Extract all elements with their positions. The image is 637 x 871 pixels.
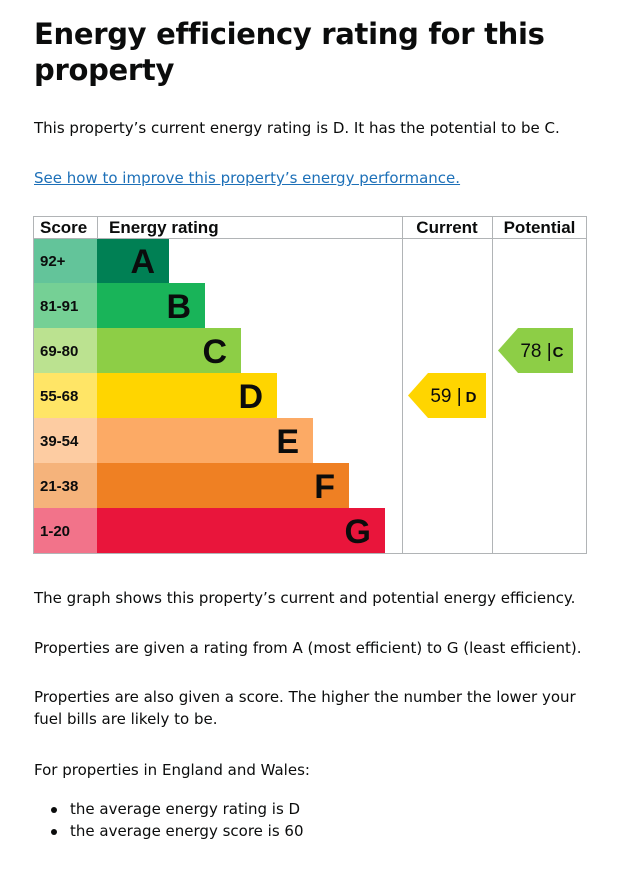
current-arrow <box>408 373 486 418</box>
energy-rating-chart: Score Energy rating Current Potential 92+ A 81… <box>33 216 587 554</box>
potential-score: 78 | <box>520 341 551 362</box>
average-score-item: the average energy score is 60 <box>51 822 304 840</box>
rating-explanation: Properties are given a rating from A (mo… <box>34 639 582 657</box>
score-label-f: 21-38 <box>40 478 78 495</box>
score-cell-a <box>33 238 97 283</box>
rating-bar-e <box>97 418 313 463</box>
rating-letter-b: B <box>166 288 191 326</box>
rating-bar-a <box>97 238 169 283</box>
rating-letter-g: G <box>345 513 371 551</box>
score-cell-b <box>33 283 97 328</box>
score-label-a: 92+ <box>40 253 66 270</box>
region-text: For properties in England and Wales: <box>34 761 310 779</box>
energy-rating-graph: Score Energy rating Current Potential 92+ A 81… <box>33 216 587 554</box>
score-label-c: 69-80 <box>40 343 78 360</box>
intro-text: This property’s current energy rating is… <box>34 119 560 137</box>
header-score: Score <box>40 218 87 237</box>
rating-bar-d <box>97 373 277 418</box>
rating-letter-d: D <box>238 378 263 416</box>
score-cell-c <box>33 328 97 373</box>
rating-letter-f: F <box>314 468 335 506</box>
score-label-d: 55-68 <box>40 388 78 405</box>
header-potential: Potential <box>504 218 576 237</box>
rating-bar-g <box>97 508 385 553</box>
average-rating-item: the average energy rating is D <box>51 798 304 820</box>
score-cell-d <box>33 373 97 418</box>
header-current: Current <box>416 218 478 237</box>
score-label-e: 39-54 <box>40 433 79 450</box>
page-title: Energy efficiency rating for this proper… <box>34 17 545 87</box>
header-energy-rating: Energy rating <box>109 218 219 237</box>
score-label-b: 81-91 <box>40 298 78 315</box>
rating-bar-f <box>97 463 349 508</box>
improve-energy-link[interactable]: See how to improve this property’s energ… <box>34 169 461 187</box>
current-score: 59 | <box>430 386 461 407</box>
graph-explanation: The graph shows this property’s current … <box>34 589 576 607</box>
score-cell-g <box>33 508 97 553</box>
chart-border <box>33 216 587 554</box>
score-label-g: 1-20 <box>40 523 70 540</box>
rating-bar-c <box>97 328 241 373</box>
improve-link-paragraph: See how to improve this property’s energ… <box>34 167 604 189</box>
rating-bar-b <box>97 283 205 328</box>
rating-letter-a: A <box>130 243 155 281</box>
score-explanation: Properties are also given a score. The h… <box>34 688 576 728</box>
rating-letter-c: C <box>202 333 227 371</box>
potential-rating: C <box>553 344 564 361</box>
rating-letter-e: E <box>276 423 299 461</box>
score-cell-e <box>33 418 97 463</box>
score-cell-f <box>33 463 97 508</box>
potential-arrow <box>498 328 573 373</box>
average-list: the average energy rating is D the avera… <box>34 798 304 842</box>
current-rating: D <box>466 389 477 406</box>
